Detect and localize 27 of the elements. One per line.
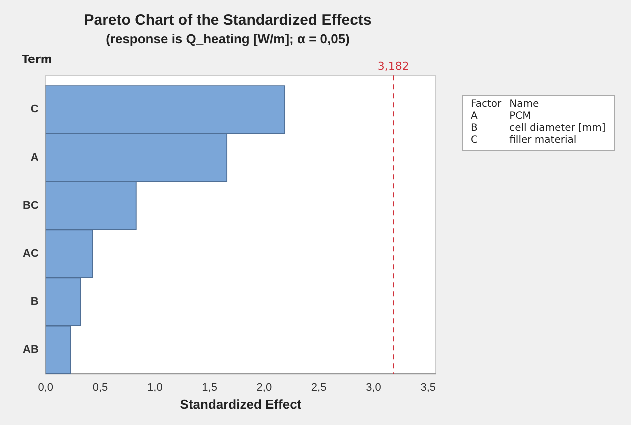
y-tick-label: C [30,104,39,116]
y-tick-label: B [30,296,39,308]
y-tick-label: AB [22,344,39,356]
x-tick-label: 0,0 [38,382,54,394]
x-tick-label: 3,5 [420,382,436,394]
ref-line-label: 3,182 [378,60,410,73]
text: A [471,111,479,123]
text: Factor [471,99,502,111]
text: Name [510,99,540,111]
x-tick-label: 1,0 [148,382,163,394]
y-axis-title: Term [22,52,52,66]
x-axis-title: Standardized Effect [180,396,302,412]
text: filler material [510,135,578,147]
x-tick-label: 2,0 [256,382,272,394]
y-tick-label: A [30,152,39,164]
chart-title: Pareto Chart of the Standardized Effects [84,12,372,30]
text: C [471,135,479,147]
x-tick-label: 0,5 [92,382,108,394]
x-tick-label: 3,0 [366,382,382,394]
y-tick-label: AC [22,248,39,260]
text: PCM [510,111,532,123]
text: cell diameter [mm] [510,123,606,135]
x-tick-label: 1,5 [202,382,218,394]
chart-subtitle: (response is Q_heating [W/m]; α = 0,05) [106,31,350,46]
y-tick-label: BC [22,200,39,212]
x-tick-label: 2,5 [311,382,327,394]
text: B [471,123,479,135]
